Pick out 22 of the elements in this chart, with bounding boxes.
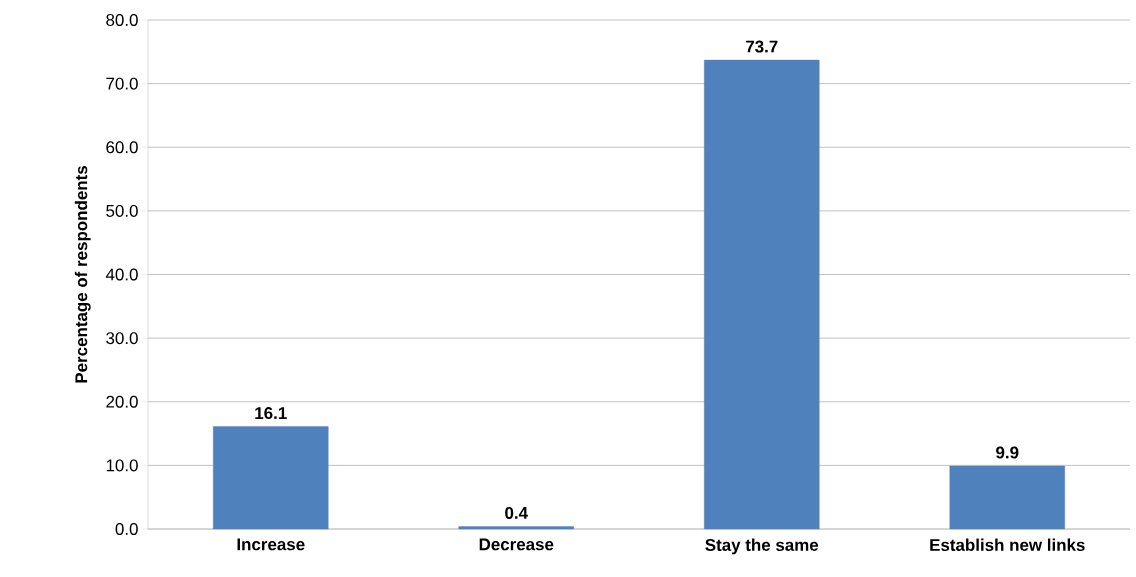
y-tick-label: 20.0 — [106, 395, 138, 408]
bar — [704, 59, 820, 530]
data-label: 0.4 — [505, 506, 528, 519]
y-tick-label: 70.0 — [106, 77, 138, 90]
x-tick-label: Stay the same — [705, 538, 819, 555]
x-tick-label: Decrease — [479, 538, 554, 551]
data-label: 16.1 — [255, 407, 287, 420]
x-tick-label: Establish new links — [930, 538, 1085, 551]
x-tick-label: Increase — [237, 538, 305, 551]
y-tick-label: 40.0 — [105, 268, 138, 281]
bar — [949, 465, 1065, 530]
bar — [458, 526, 574, 530]
y-tick-label: 80.0 — [106, 14, 138, 26]
y-tick-label: 30.0 — [106, 332, 138, 345]
y-tick-label: 0.0 — [115, 523, 138, 535]
y-tick-label: 60.0 — [106, 141, 138, 154]
y-tick-label: 50.0 — [106, 204, 138, 217]
bar — [213, 426, 329, 530]
data-label: 9.9 — [996, 446, 1019, 459]
y-tick-label: 10.0 — [106, 459, 138, 472]
y-axis-title: Percentage of respondents — [74, 166, 91, 383]
data-label: 73.7 — [746, 40, 778, 53]
